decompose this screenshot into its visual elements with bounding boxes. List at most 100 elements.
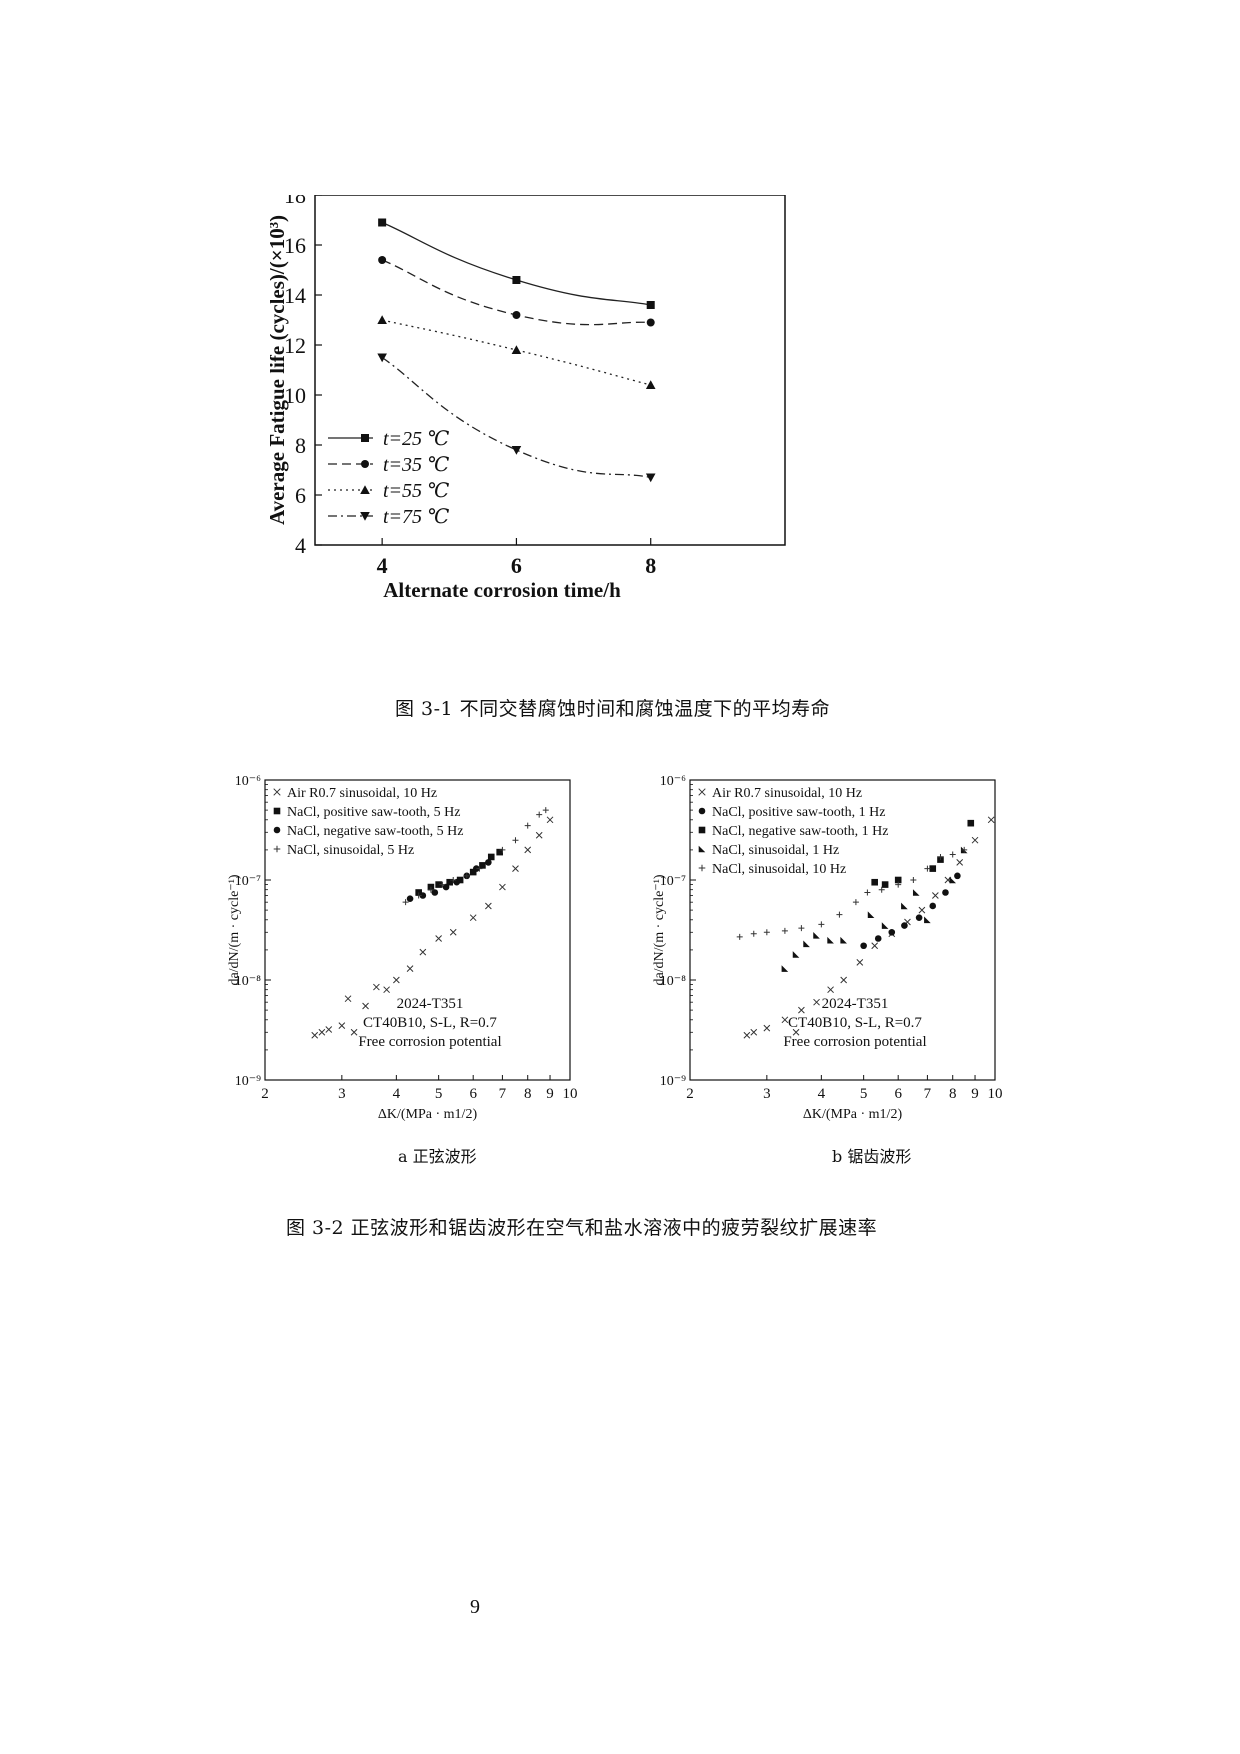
data-point (924, 865, 931, 872)
y-axis-label: Average Fatigue life (cycles)/(×10³) (270, 215, 289, 525)
data-point (932, 892, 939, 899)
data-point (827, 986, 834, 994)
x-tick-label: 9 (546, 1086, 554, 1102)
data-point (781, 1016, 789, 1024)
data-point (512, 311, 521, 319)
legend-marker (273, 845, 281, 853)
y-tick-label: 8 (295, 433, 306, 458)
figure-3-2-caption: 图 3-2 正弦波形和锯齿波形在空气和盐水溶液中的疲劳裂纹扩展速率 (286, 1217, 878, 1239)
data-point (867, 911, 875, 918)
x-tick-label: 8 (645, 553, 656, 578)
data-point (924, 916, 931, 924)
y-tick-label: 10⁻⁶ (235, 774, 261, 789)
y-axis-label: da/dN/(m · cycle⁻¹) (652, 874, 667, 985)
data-point (961, 846, 968, 853)
data-point (937, 853, 944, 860)
data-point (469, 914, 477, 922)
data-point (871, 878, 878, 886)
crack-growth-sinusoidal-chart: 2 3 4 5 6 7 8 9 10 10⁻⁹ 10⁻⁸ 10⁻⁷ 10⁻⁶ ΔK/(MPa · m1/2… (227, 774, 578, 1122)
x-tick-label: 2 (261, 1086, 269, 1102)
data-point (377, 353, 387, 363)
data-point (373, 983, 380, 991)
data-point (901, 922, 908, 929)
x-tick-label: 6 (894, 1086, 902, 1102)
x-tick-label: 6 (511, 553, 522, 578)
legend-marker (698, 788, 706, 796)
data-point (871, 942, 879, 950)
y-tick-label: 16 (284, 233, 306, 258)
data-point (901, 902, 908, 910)
data-point (499, 883, 506, 891)
data-point (881, 922, 889, 929)
data-point (645, 473, 656, 483)
data-point (803, 940, 810, 948)
data-point (750, 1028, 758, 1036)
data-point (485, 859, 492, 866)
x-tick-label: 2 (686, 1086, 694, 1102)
data-point (485, 902, 492, 910)
data-point (910, 877, 917, 883)
x-tick-label: 8 (524, 1086, 532, 1102)
legend-marker (273, 826, 281, 834)
data-point (406, 895, 414, 903)
data-point (524, 822, 531, 829)
data-point (881, 881, 889, 888)
data-point (383, 986, 390, 994)
data-point (511, 345, 522, 354)
data-point (645, 380, 656, 389)
legend-label: t=55 ℃ (383, 480, 449, 502)
legend-label: Air R0.7 sinusoidal, 10 Hz (712, 786, 862, 801)
data-point (512, 865, 519, 872)
data-point (476, 865, 483, 872)
data-point (646, 301, 655, 309)
data-point (377, 315, 387, 324)
legend-label: Air R0.7 sinusoidal, 10 Hz (287, 786, 437, 801)
data-point (512, 276, 521, 284)
legend-marker (698, 864, 706, 872)
y-tick-label: 10⁻⁷ (660, 874, 686, 889)
crack-growth-sawtooth-chart: 2 3 4 5 6 7 8 9 10 10⁻⁹ 10⁻⁸ 10⁻⁷ 10⁻⁶ ΔK/(MPa · m1/2… (652, 774, 1003, 1122)
data-point (325, 1026, 333, 1033)
plot-frame (689, 779, 996, 1081)
legend-label: NaCl, negative saw-tooth, 5 Hz (287, 824, 464, 839)
data-point (878, 886, 885, 893)
legend-marker (361, 460, 369, 468)
data-point (743, 1031, 751, 1039)
y-tick-label: 10⁻⁸ (235, 974, 261, 989)
x-tick-label: 5 (435, 1086, 443, 1102)
legend-label: NaCl, negative saw-tooth, 1 Hz (712, 824, 889, 839)
annotation-text: Free corrosion potential (783, 1034, 926, 1050)
x-tick-label: 3 (338, 1086, 346, 1102)
data-point (449, 928, 457, 936)
data-point (856, 959, 864, 966)
data-point (511, 446, 522, 455)
data-point (378, 256, 387, 264)
x-tick-label: 4 (377, 553, 388, 578)
data-point (915, 914, 923, 921)
annotation-text: 2024-T351 (397, 996, 464, 1012)
legend-label: NaCl, positive saw-tooth, 1 Hz (712, 805, 885, 820)
data-point (402, 899, 409, 906)
data-point (393, 976, 400, 984)
data-point (431, 889, 439, 896)
data-point (542, 807, 549, 814)
legend-marker (698, 807, 706, 815)
data-point (827, 936, 834, 944)
x-tick-label: 8 (949, 1086, 957, 1102)
data-point (446, 878, 453, 886)
data-point (344, 995, 352, 1003)
data-point (442, 883, 450, 891)
data-point (406, 965, 414, 972)
data-point (469, 868, 477, 876)
data-point (750, 930, 757, 937)
legend-label: NaCl, positive saw-tooth, 5 Hz (287, 805, 460, 820)
data-point (415, 892, 422, 899)
data-point (987, 816, 995, 824)
y-tick-label: 10⁻⁸ (660, 974, 686, 989)
data-point (496, 848, 503, 856)
data-point (798, 1006, 805, 1014)
data-point (929, 865, 937, 872)
data-point (954, 872, 961, 880)
x-axis-label: Alternate corrosion time/h (383, 578, 621, 602)
legend-marker (273, 788, 281, 796)
